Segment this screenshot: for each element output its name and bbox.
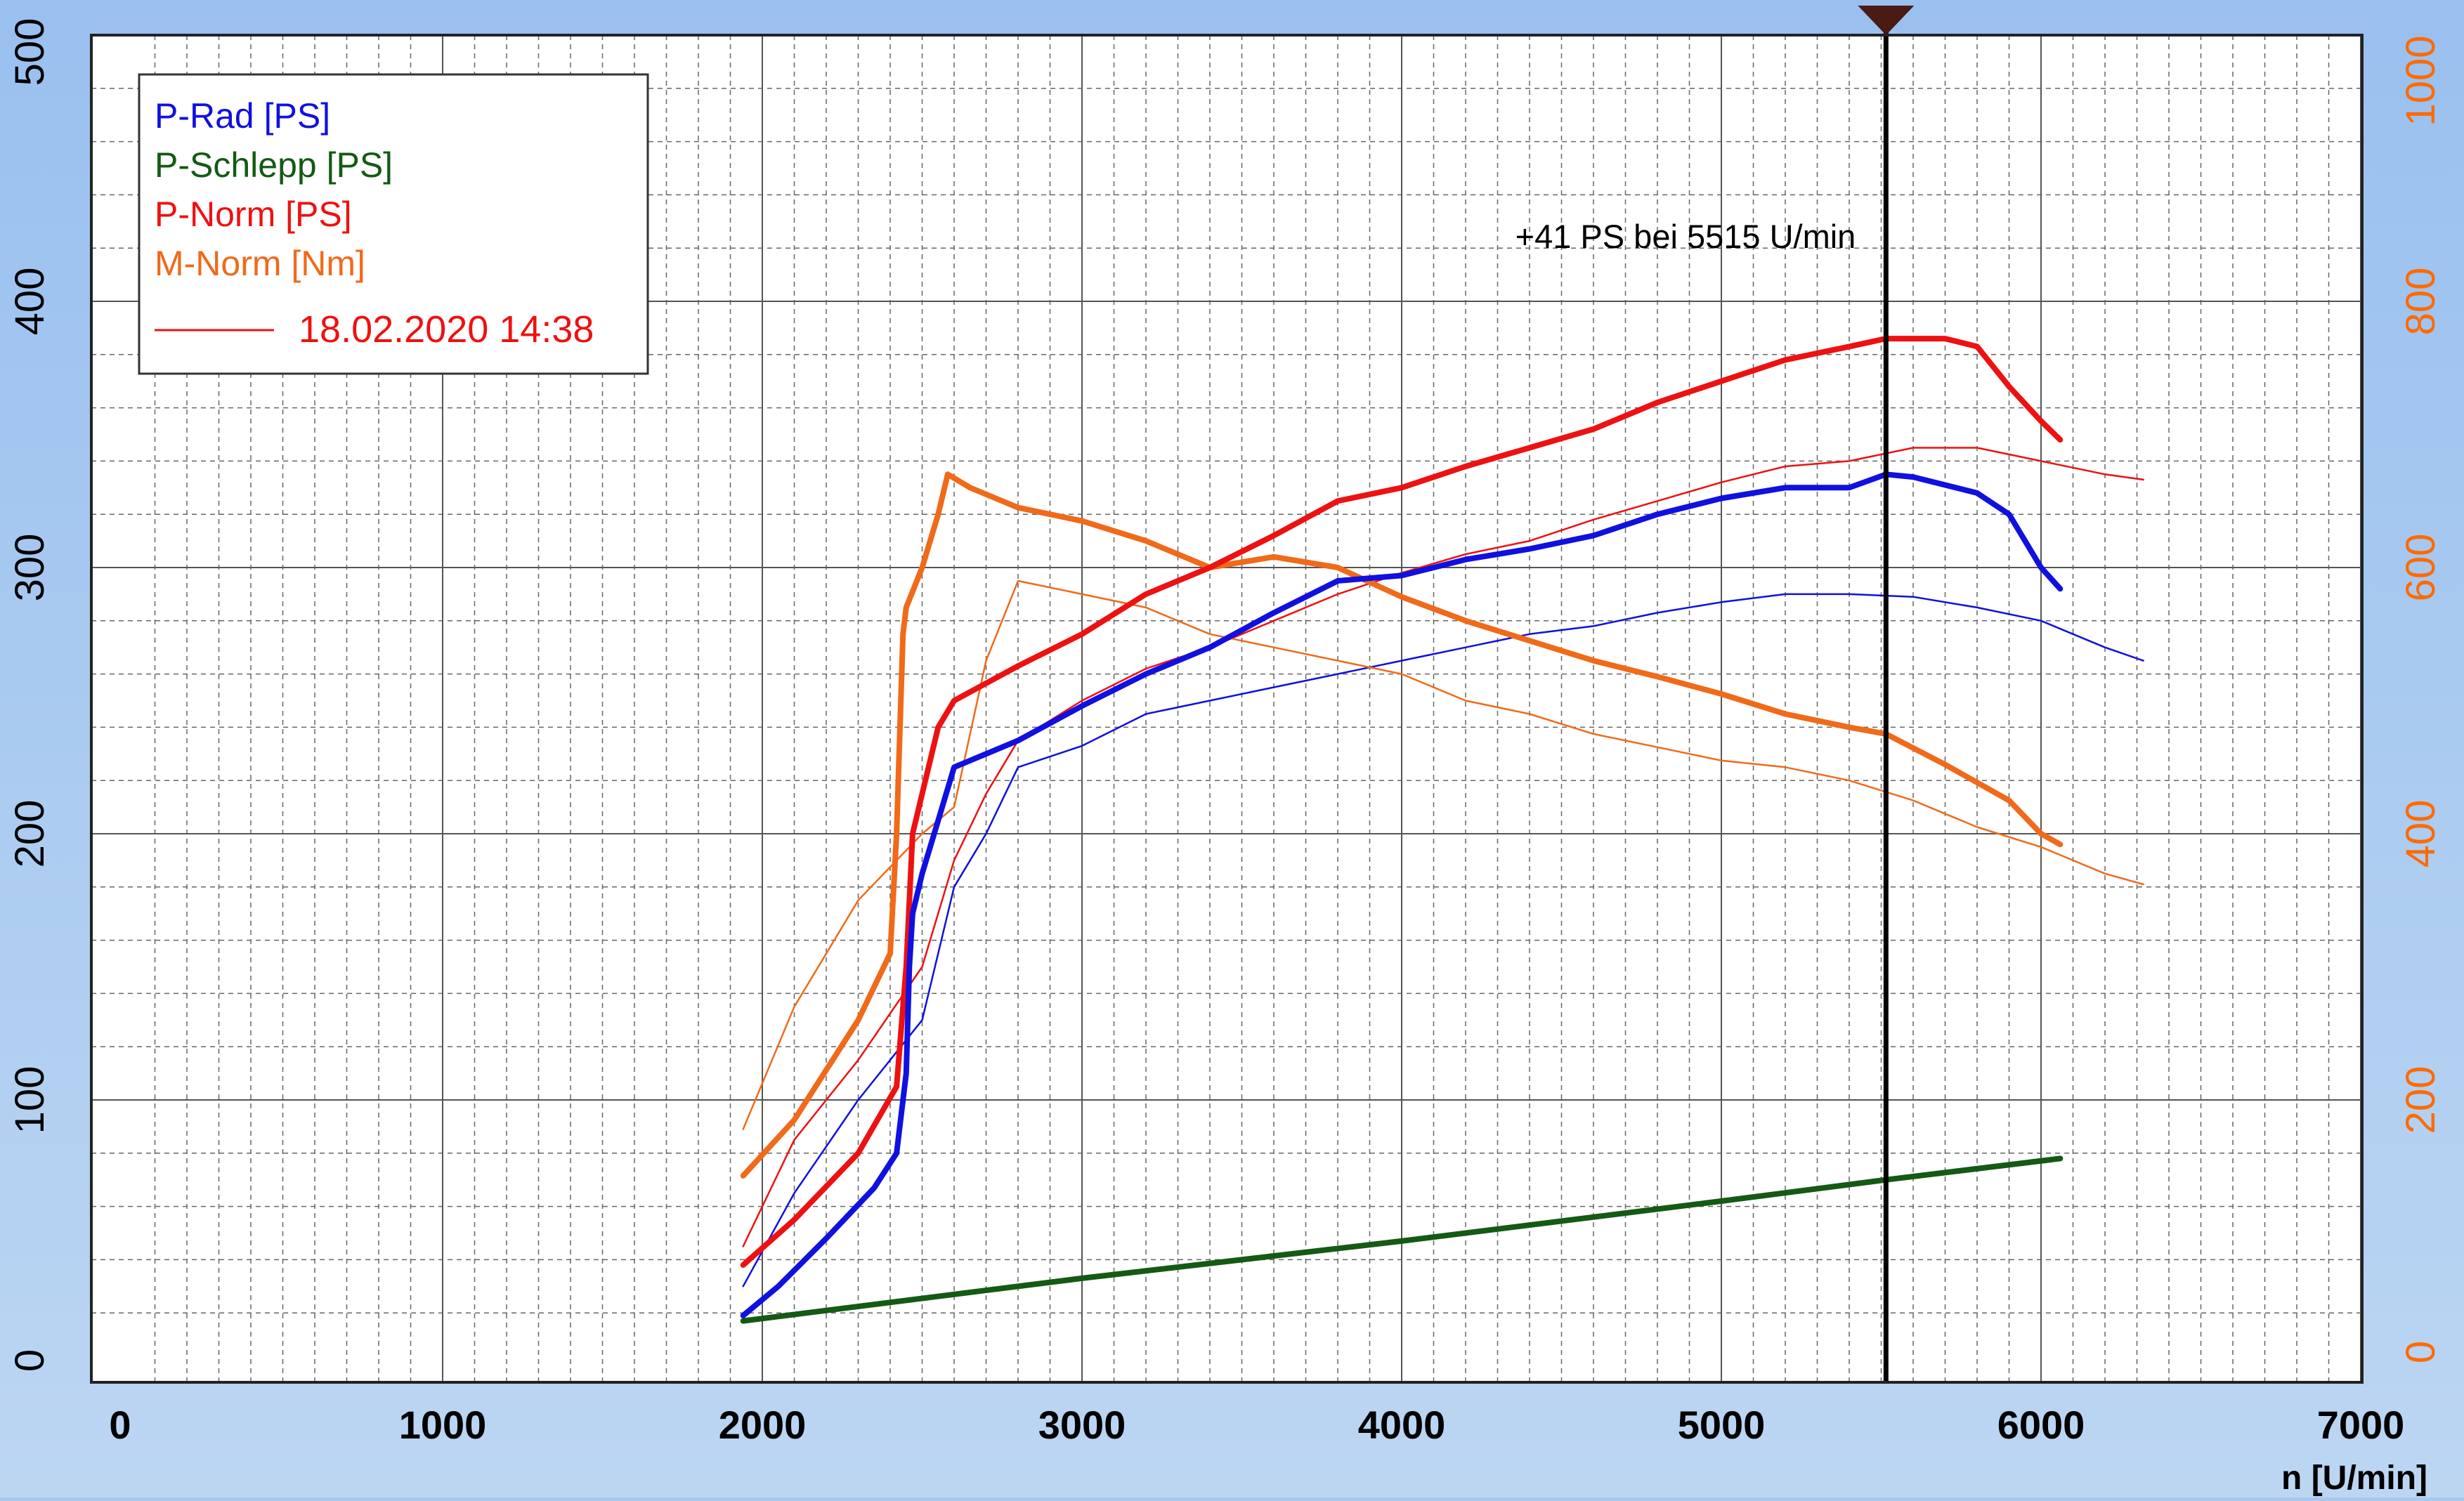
- x-tick-label: 7000: [2317, 1403, 2405, 1447]
- legend-box: [138, 73, 649, 375]
- y-left-tick-label: 400: [7, 268, 53, 336]
- x-axis-ticks: 0 1000 2000 3000 4000 5000 6000 7000: [109, 1403, 2404, 1447]
- series-p-rad-ps-current: [740, 471, 2064, 1318]
- x-tick-label: 1000: [399, 1403, 487, 1447]
- legend-run-date: 18.02.2020 14:38: [299, 308, 594, 350]
- series-layer: [740, 336, 2144, 1324]
- x-tick-label: 3000: [1038, 1403, 1126, 1447]
- legend-entry-m-norm: M-Norm [Nm]: [155, 244, 365, 283]
- cursor-annotation: +41 PS bei 5515 U/min: [1515, 218, 1856, 255]
- y-right-tick-label: 200: [2398, 1066, 2444, 1134]
- x-tick-label: 6000: [1997, 1403, 2085, 1447]
- legend-entry-p-norm: P-Norm [PS]: [155, 195, 352, 234]
- series-p-schlepp-ps-current: [740, 1155, 2064, 1324]
- y-right-tick-label: 400: [2398, 800, 2444, 868]
- y-left-tick-label: 200: [7, 800, 53, 868]
- cursor-marker-icon[interactable]: [1858, 6, 1915, 35]
- x-tick-label: 2000: [719, 1403, 807, 1447]
- y-right-tick-label: 600: [2398, 534, 2444, 602]
- legend-entry-p-rad: P-Rad [PS]: [155, 96, 330, 136]
- series-p-rad-ps-reference: [742, 593, 2144, 1287]
- y-left-tick-label: 0: [7, 1349, 53, 1372]
- legend-entry-p-schlepp: P-Schlepp [PS]: [155, 145, 393, 185]
- y-right-tick-label: 0: [2398, 1341, 2444, 1363]
- y-left-tick-label: 500: [7, 18, 53, 86]
- x-tick-label: 5000: [1678, 1403, 1766, 1447]
- series-m-norm-nm-reference: [742, 579, 2144, 1130]
- y-right-tick-label: 800: [2398, 268, 2444, 336]
- legend: P-Rad [PS] P-Schlepp [PS] P-Norm [PS] M-…: [138, 73, 649, 375]
- x-axis-label: n [U/min]: [2281, 1460, 2427, 1497]
- x-tick-label: 0: [109, 1403, 131, 1447]
- x-tick-label: 4000: [1358, 1403, 1446, 1447]
- y-left-tick-label: 100: [7, 1066, 53, 1134]
- y-axis-right-ticks: 0 200 400 600 800 1000: [2398, 35, 2444, 1363]
- series-p-norm-ps-current: [740, 336, 2064, 1268]
- y-left-tick-label: 300: [7, 534, 53, 602]
- plot-frame: [90, 34, 2364, 1384]
- y-right-tick-label: 1000: [2398, 35, 2444, 126]
- series-m-norm-nm-current: [740, 471, 2064, 1179]
- y-axis-left-ticks: 0 100 200 300 400 500: [7, 18, 53, 1372]
